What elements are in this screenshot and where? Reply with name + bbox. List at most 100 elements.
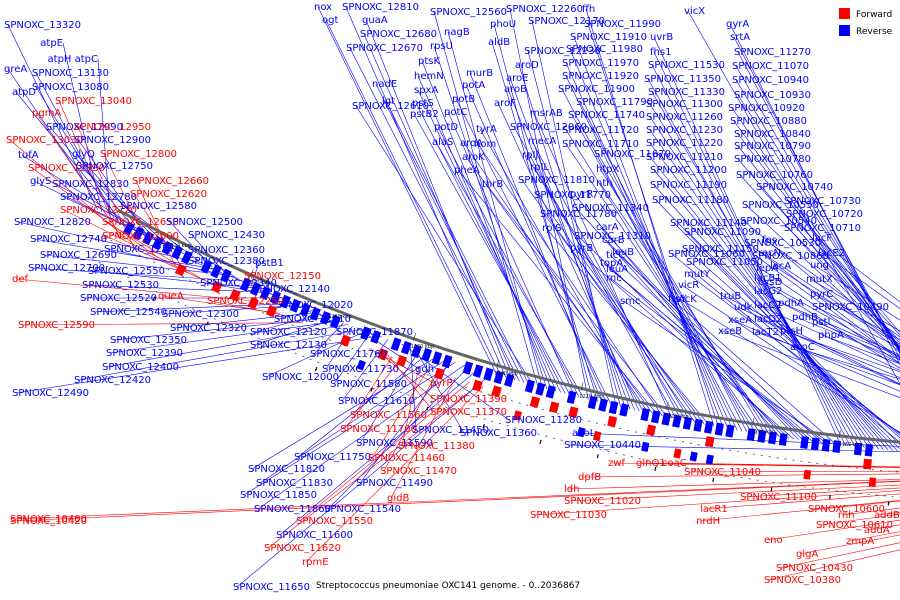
gene-label: SPNOXC_11330	[648, 87, 725, 98]
gene-label: SPNOXC_11190	[650, 180, 727, 191]
gene-label: SPNOXC_12120	[250, 327, 327, 338]
marker-dash	[539, 439, 542, 445]
gene-label: SPNOXC_10530	[744, 238, 821, 249]
leader-line	[789, 213, 900, 336]
gene-label: SPNOXC_10880	[730, 116, 807, 127]
gene-label: rpIL	[530, 162, 549, 173]
gene-feature	[714, 422, 724, 436]
gene-label: nth	[596, 178, 613, 189]
gene-label: SPNOXC_11180	[652, 195, 729, 206]
gene-label: SPNOXC_11090	[684, 227, 761, 238]
leader-line	[35, 112, 125, 241]
gene-label: SPNOXC_12320	[170, 323, 247, 334]
leader-line	[765, 239, 900, 338]
leader-line	[463, 142, 649, 414]
leader-line	[257, 364, 465, 510]
gene-label: pyrR	[570, 189, 593, 200]
gene-label: pdhA	[778, 298, 804, 309]
gene-label: lacE2	[818, 248, 845, 259]
leader-line	[545, 227, 710, 426]
leader-line	[611, 462, 900, 468]
leader-line	[747, 242, 900, 360]
leader-line	[305, 386, 484, 563]
leader-line	[259, 358, 447, 484]
gene-label: SPNOXC_12260	[506, 4, 583, 15]
leader-line	[13, 480, 900, 520]
gene-label: hom	[474, 139, 496, 150]
gene-feature	[279, 294, 291, 309]
leader-line	[91, 270, 260, 289]
gene-label: murB	[466, 68, 493, 79]
gene-feature	[220, 268, 232, 283]
leader-line	[113, 317, 331, 341]
tick-label: 1320 kbp	[167, 243, 191, 249]
gene-label: SPNOXC_11140	[670, 218, 747, 229]
leader-line	[819, 513, 900, 526]
gene-label: SPNOXC_10860	[752, 251, 829, 262]
gene-label: pgmA	[32, 108, 61, 119]
leader-line	[433, 45, 548, 389]
leader-line	[13, 481, 900, 522]
gene-label: lgt	[382, 96, 395, 107]
gene-label: topA	[600, 258, 623, 269]
gene-label: SPNOXC_11900	[558, 84, 635, 95]
gene-feature	[175, 263, 187, 277]
leader-line	[35, 72, 115, 219]
gene-feature	[356, 359, 366, 371]
gene-label: gidB	[387, 493, 409, 504]
gene-label: SPNOXC_11360	[460, 428, 537, 439]
gene-label: SPNOXC_12830	[52, 179, 129, 190]
gene-label: SPNOXC_12130	[250, 340, 327, 351]
gene-label: SPNOXC_12000	[262, 372, 339, 383]
leader-line	[743, 220, 900, 353]
gene-label: SPNOXC_12400	[102, 362, 179, 373]
leader-line	[533, 490, 900, 516]
gene-label: gyrA	[726, 19, 749, 30]
leader-line	[251, 355, 438, 470]
gene-label: SPNOXC_12810	[342, 2, 419, 13]
gene-label: SPNOXC_11700	[340, 424, 417, 435]
leader-line	[815, 306, 900, 348]
gene-label: zwf	[608, 458, 625, 469]
gene-label: mutY	[684, 269, 711, 280]
gene-feature	[661, 412, 671, 426]
gene-label: recN	[758, 248, 781, 259]
gene-label: pstB1	[255, 258, 284, 269]
gene-label: SPNOXC_10930	[734, 90, 811, 101]
gene-label: aroE	[506, 73, 528, 84]
leader-line	[587, 23, 719, 428]
gene-label: dpfB	[578, 472, 601, 483]
leader-line	[573, 247, 794, 440]
gene-label: SPNOXC_11370	[430, 407, 507, 418]
leader-line	[565, 143, 761, 435]
leader-line	[699, 500, 900, 522]
leader-line	[581, 473, 900, 478]
gene-feature	[142, 231, 155, 246]
gene-feature	[483, 367, 494, 382]
leader-line	[173, 312, 317, 329]
gene-label: SPNOXC_13130	[32, 68, 109, 79]
leader-line	[639, 462, 900, 468]
gene-label: cysD	[758, 277, 783, 288]
leader-line	[821, 252, 900, 309]
gene-label: SPNOXC_12930	[28, 163, 105, 174]
gene-label: fps	[762, 235, 777, 246]
tick-label: 1220 kbp	[579, 394, 603, 400]
gene-label: pstS	[412, 98, 434, 109]
gene-label: aroA	[460, 138, 483, 149]
tick-label: 1300 kbp	[247, 280, 271, 286]
tick-label: 1260 kbp	[411, 344, 435, 350]
leader-line	[687, 470, 900, 473]
leader-line	[779, 542, 900, 569]
gene-label: SPNOXC_11980	[566, 44, 643, 55]
marker-dash	[596, 454, 599, 459]
gene-label: SPNOXC_12390	[106, 348, 183, 359]
leader-line	[169, 221, 213, 268]
scale-ticks: 1320 kbp 1300 kbp 1280 kbp 1260 kbp 1240 kbp…	[167, 232, 862, 448]
gene-label: SPNOXC_12020	[276, 300, 353, 311]
gene-label: SPNOXC_11340	[572, 203, 649, 214]
leader-line	[58, 100, 121, 239]
gene-feature	[803, 469, 812, 480]
gene-feature	[329, 314, 341, 329]
leader-line	[533, 112, 673, 419]
